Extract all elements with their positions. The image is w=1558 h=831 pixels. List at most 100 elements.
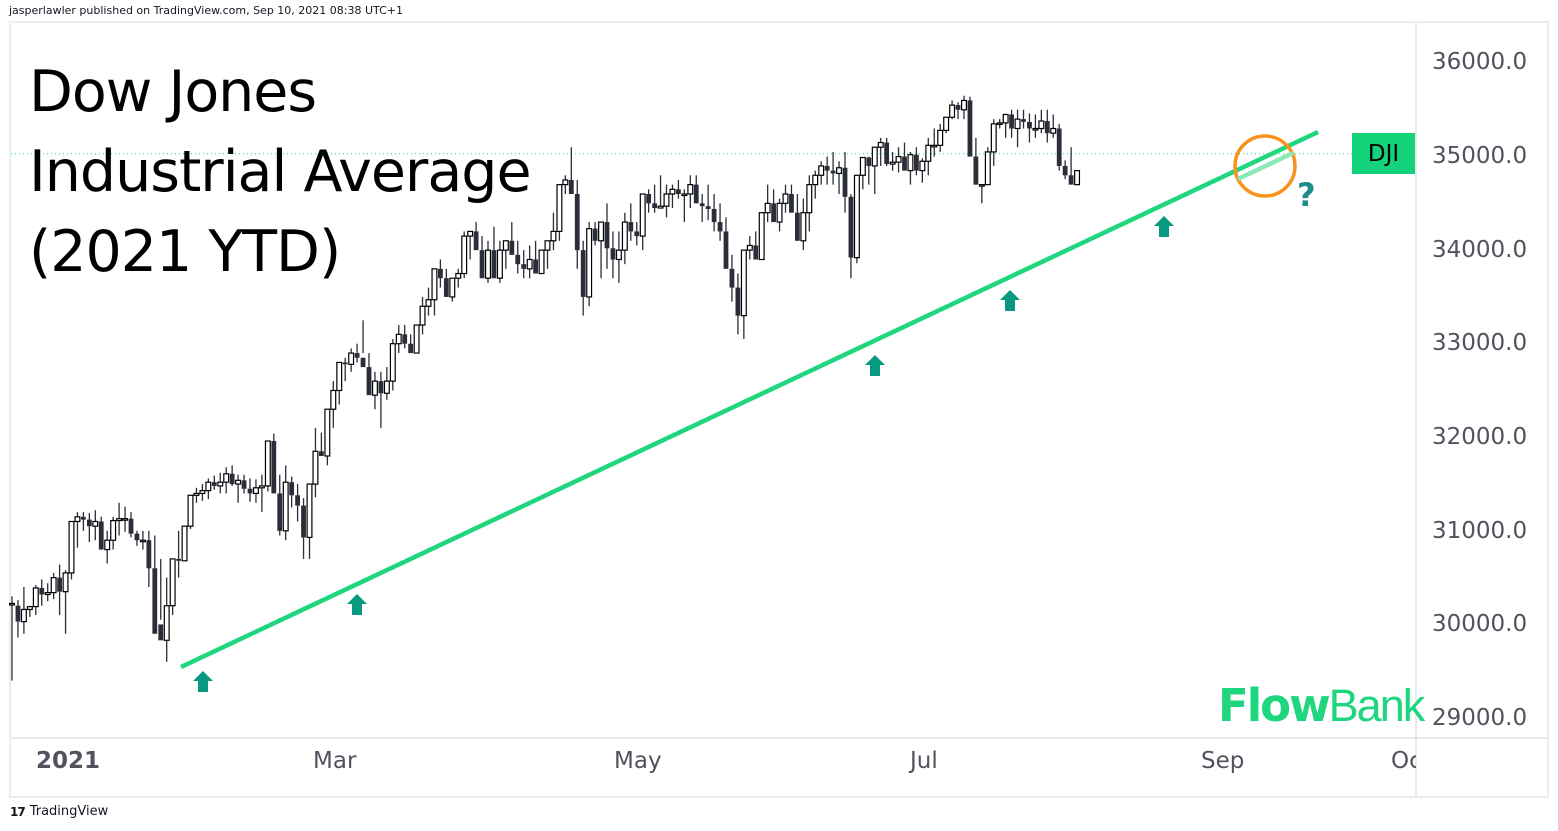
candle xyxy=(20,608,27,623)
candle xyxy=(1050,127,1057,134)
candle xyxy=(1014,118,1021,130)
candle xyxy=(723,231,729,269)
candle xyxy=(615,249,622,261)
candle xyxy=(663,193,670,207)
support-trendline[interactable] xyxy=(180,129,1319,670)
candle xyxy=(1062,165,1068,176)
chart-frame xyxy=(9,21,1549,798)
candle xyxy=(211,482,217,486)
candle xyxy=(44,592,51,596)
y-tick: 29000.0 xyxy=(1432,705,1528,731)
candle xyxy=(1032,127,1039,131)
candle xyxy=(782,193,789,204)
candle xyxy=(824,165,830,171)
x-tick: 2021 xyxy=(36,748,101,774)
candle xyxy=(312,450,319,485)
candle xyxy=(789,193,794,213)
candle xyxy=(235,479,242,485)
candle xyxy=(252,487,259,495)
candle xyxy=(877,141,884,148)
candle xyxy=(68,520,75,574)
candle xyxy=(634,231,640,237)
candle xyxy=(604,222,610,249)
candle xyxy=(580,250,586,297)
candle xyxy=(496,249,503,279)
candle xyxy=(271,441,277,494)
candle xyxy=(586,228,593,298)
candle xyxy=(902,156,907,171)
candle xyxy=(289,482,295,496)
candle xyxy=(158,624,164,641)
candle xyxy=(884,142,890,165)
candle xyxy=(187,494,194,527)
candle xyxy=(859,156,866,176)
candle xyxy=(193,492,200,496)
candle xyxy=(592,228,598,241)
candle xyxy=(818,165,825,176)
candle xyxy=(889,161,896,165)
candle xyxy=(383,380,390,394)
candle xyxy=(395,333,402,345)
candle xyxy=(509,240,515,255)
candle xyxy=(408,343,414,354)
candle xyxy=(241,480,247,489)
flowbank-flow: Flow xyxy=(1218,679,1331,732)
breakdown-highlight-circle xyxy=(1233,134,1297,198)
candle xyxy=(657,205,664,209)
candle xyxy=(146,540,152,569)
candle xyxy=(104,539,111,551)
candle xyxy=(646,193,652,204)
candle xyxy=(937,129,944,146)
candle xyxy=(1002,113,1009,124)
candle xyxy=(32,587,39,608)
candle xyxy=(687,184,694,195)
candle xyxy=(116,518,123,522)
candle xyxy=(413,324,420,354)
candle xyxy=(485,249,492,279)
candle xyxy=(812,174,819,186)
candle xyxy=(169,558,176,607)
candle xyxy=(354,353,360,358)
candle xyxy=(776,202,783,223)
title-line-1: Dow Jones xyxy=(29,59,317,125)
candle xyxy=(282,481,289,532)
flowbank-bank: Bank xyxy=(1328,680,1426,731)
candle xyxy=(628,222,634,232)
candle xyxy=(848,196,854,258)
candle xyxy=(425,299,432,307)
y-tick: 35000.0 xyxy=(1432,143,1528,169)
candle xyxy=(652,203,657,209)
candle xyxy=(866,157,872,166)
candle xyxy=(449,277,456,298)
candle xyxy=(336,361,343,392)
candle xyxy=(295,495,300,506)
tradingview-footer[interactable]: 17 TradingView xyxy=(10,804,108,819)
candle xyxy=(360,357,366,368)
candle xyxy=(199,490,206,495)
candle xyxy=(550,230,557,242)
candle xyxy=(526,258,533,270)
x-tick: Mar xyxy=(313,748,357,774)
candle xyxy=(371,380,378,396)
candle xyxy=(389,343,396,382)
candle xyxy=(990,123,997,153)
candle xyxy=(973,156,979,185)
candle xyxy=(50,577,57,594)
candle xyxy=(711,208,717,223)
x-tick: Jul xyxy=(910,748,938,774)
candle xyxy=(217,481,224,487)
candle xyxy=(110,519,117,541)
candle xyxy=(753,245,759,260)
question-mark: ? xyxy=(1297,176,1316,214)
candle xyxy=(1056,128,1062,166)
candle xyxy=(925,144,932,162)
candle xyxy=(996,122,1003,125)
candle xyxy=(1009,114,1014,129)
candle xyxy=(919,160,926,172)
candle xyxy=(306,483,313,538)
candle xyxy=(378,381,384,394)
flowbank-logo: FlowBank xyxy=(1218,679,1426,732)
candle xyxy=(9,602,16,606)
up-arrow-icon xyxy=(1154,216,1174,237)
